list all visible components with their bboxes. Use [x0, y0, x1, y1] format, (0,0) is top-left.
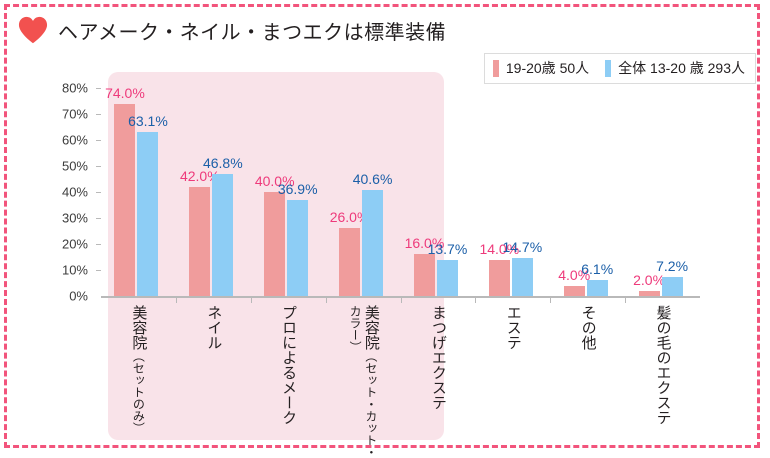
x-axis-category-label: ネイル [205, 305, 223, 350]
y-axis-tick-mark [96, 88, 101, 89]
bar [638, 290, 660, 296]
bar [137, 131, 159, 296]
x-axis-tick-mark [550, 298, 552, 303]
x-axis-category-label: その他 [579, 305, 597, 350]
y-axis-tick-mark [96, 218, 101, 219]
legend-item-series-b: 全体 13-20 歳 293人 [605, 58, 745, 78]
x-axis-category-label: エステ [504, 305, 522, 350]
y-axis-tick-label: 80% [61, 80, 88, 96]
bar [212, 174, 234, 296]
bar-value-label: 46.8% [202, 155, 243, 172]
bar [264, 192, 286, 296]
legend-item-series-a: 19-20歳 50人 [492, 58, 590, 78]
bar-value-label: 16.0% [404, 235, 445, 252]
page-title: ヘアメーク・ネイル・まつエクは標準装備 [58, 21, 447, 44]
dashed-border-frame [4, 4, 760, 448]
bar-value-label: 2.0% [633, 271, 666, 288]
x-axis-category-label: プロによるメーク [280, 305, 298, 425]
y-axis-tick-label: 40% [61, 184, 88, 200]
bar [661, 277, 683, 296]
bar-value-label: 4.0% [558, 266, 591, 283]
y-axis-tick-label: 50% [61, 158, 88, 174]
bar-value-label: 40.0% [254, 173, 295, 189]
y-axis-tick-label: 70% [61, 106, 88, 122]
bar-value-label: 7.2% [656, 258, 689, 275]
bar-value-label: 13.7% [427, 241, 468, 258]
bar [586, 280, 608, 296]
x-axis-tick-mark [250, 298, 252, 303]
y-axis-tick-label: 20% [61, 236, 88, 252]
bar [287, 200, 309, 296]
y-axis-tick-mark [96, 192, 101, 193]
x-axis-tick-mark [400, 298, 402, 303]
x-axis-tick-mark [475, 298, 477, 303]
bar [362, 190, 384, 296]
x-axis-category-label: 美容院（セット・カット・カラー） [348, 305, 380, 458]
x-axis-category-label: 髪の毛のエクステ [654, 305, 672, 425]
y-axis-tick-mark [96, 270, 101, 271]
y-axis-tick-label: 30% [61, 210, 88, 226]
bar [114, 103, 136, 296]
header: ヘアメーク・ネイル・まつエクは標準装備 [18, 10, 446, 50]
bar [488, 259, 510, 296]
legend-swatch-series-a [492, 59, 499, 77]
y-axis-tick-label: 60% [61, 132, 88, 148]
x-axis-tick-mark [325, 298, 327, 303]
bar-value-label: 36.9% [277, 181, 318, 198]
bar-value-label: 40.6% [352, 171, 393, 188]
y-axis-tick-mark [96, 140, 101, 141]
legend-swatch-series-b [605, 59, 612, 77]
x-axis-line [101, 296, 700, 298]
bar [436, 260, 458, 296]
y-axis-tick-mark [96, 166, 101, 167]
bar-value-label: 14.0% [479, 240, 520, 257]
x-axis-tick-mark [625, 298, 627, 303]
bar [339, 228, 361, 296]
bar [511, 257, 533, 296]
bar-value-label: 14.7% [502, 238, 543, 255]
y-axis-tick-mark [96, 114, 101, 115]
bar [189, 186, 211, 296]
bar-value-label: 6.1% [581, 261, 614, 278]
legend-label-series-a: 19-20歳 50人 [505, 60, 590, 76]
y-axis-tick-label: 10% [61, 262, 88, 278]
chart-legend: 19-20歳 50人 全体 13-20 歳 293人 [483, 53, 756, 84]
bar-value-label: 74.0% [105, 84, 145, 101]
y-axis-tick-label: 0% [69, 288, 88, 304]
bar-value-label: 42.0% [179, 167, 220, 184]
bar [413, 254, 435, 296]
y-axis-tick-mark [96, 244, 101, 245]
x-axis-category-label: 美容院（セットのみ） [130, 305, 148, 434]
heart-icon [18, 16, 48, 44]
x-axis-category-label: まつげエクステ [429, 305, 447, 410]
bar [563, 285, 585, 296]
legend-label-series-b: 全体 13-20 歳 293人 [618, 60, 745, 76]
x-axis-tick-mark [175, 298, 177, 303]
bar-value-label: 26.0% [329, 209, 370, 226]
bar-value-label: 63.1% [128, 112, 168, 129]
